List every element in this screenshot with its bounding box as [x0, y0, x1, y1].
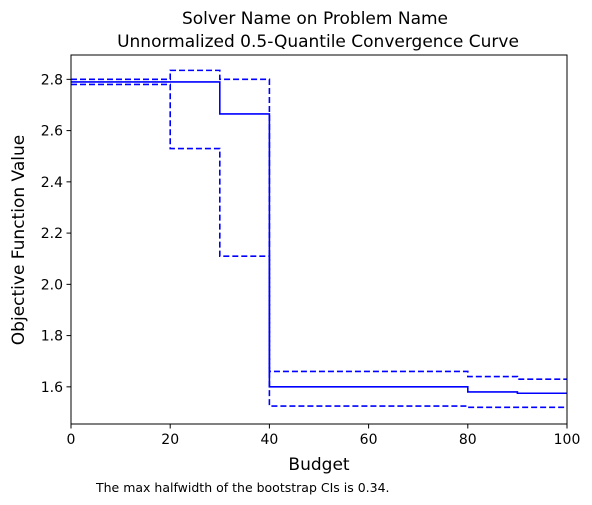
- y-axis-ticks: 1.6 1.8 2.0 2.2 2.4 2.6 2.8: [41, 72, 71, 396]
- series-median-line: [71, 81, 567, 395]
- x-tick-label: 20: [161, 432, 179, 448]
- y-axis-label: Objective Function Value: [9, 135, 29, 345]
- y-tick-label: 2.6: [41, 124, 63, 140]
- x-tick-label: 0: [67, 432, 76, 448]
- series-ci-upper-line: [71, 69, 567, 380]
- y-tick-label: 2.4: [41, 175, 63, 191]
- x-tick-label: 40: [260, 432, 278, 448]
- y-tick-label: 2.8: [41, 72, 63, 88]
- y-tick-label: 1.8: [41, 329, 63, 345]
- x-tick-label: 80: [459, 432, 477, 448]
- series-layer: [71, 69, 567, 409]
- x-axis-ticks: 0 20 40 60 80 100: [67, 424, 581, 448]
- y-tick-label: 1.6: [41, 380, 63, 396]
- plot-frame: [70, 54, 568, 425]
- x-axis-label: Budget: [288, 455, 349, 475]
- x-tick-label: 100: [554, 432, 581, 448]
- y-tick-label: 2.2: [41, 226, 63, 242]
- series-ci-lower-line: [71, 83, 567, 409]
- x-tick-label: 60: [360, 432, 378, 448]
- y-tick-label: 2.0: [41, 277, 63, 293]
- ci-halfwidth-note: The max halfwidth of the bootstrap CIs i…: [95, 480, 390, 495]
- chart-title-line-1: Solver Name on Problem Name: [182, 9, 448, 29]
- chart-title-line-2: Unnormalized 0.5-Quantile Convergence Cu…: [117, 32, 519, 52]
